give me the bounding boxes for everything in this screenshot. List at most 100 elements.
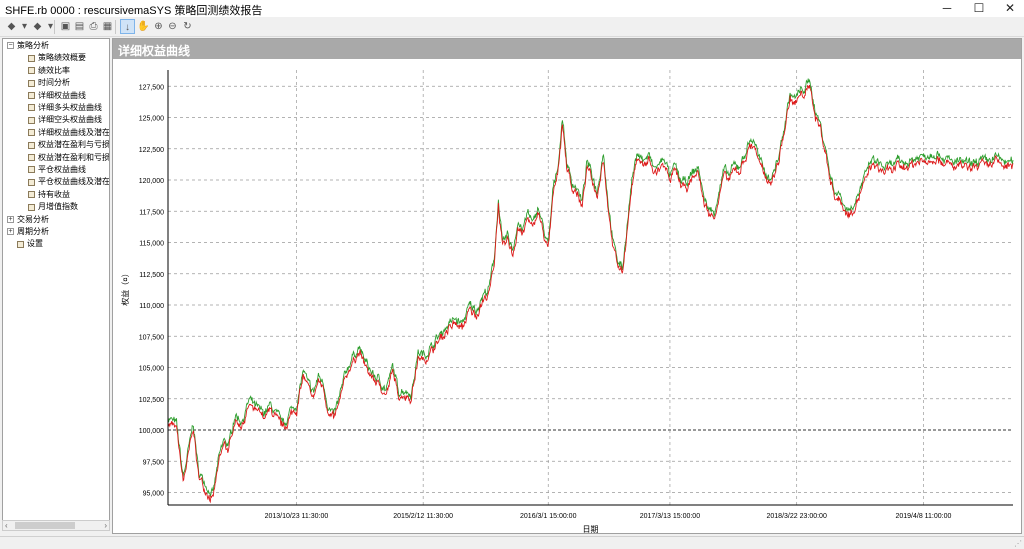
tree-item[interactable]: 详细多头权益曲线 <box>28 102 102 114</box>
hand-icon[interactable]: ✋ <box>137 21 150 32</box>
tree-item-label: 绩效比率 <box>38 65 70 75</box>
y-tick-label: 127,500 <box>139 84 164 91</box>
tree-item-label: 详细空头权益曲线 <box>38 115 102 125</box>
tree-item[interactable]: 时间分析 <box>28 77 70 89</box>
y-axis-label: 权益（¤） <box>120 269 130 305</box>
scroll-left-icon[interactable]: ‹ <box>5 521 8 530</box>
save-icon[interactable]: ▣ <box>60 21 71 32</box>
y-tick-label: 122,500 <box>139 147 164 154</box>
window-title: SHFE.rb 0000 : rescursivemaSYS 策略回测绩效报告 <box>5 5 263 17</box>
tree-item[interactable]: 详细权益曲线及潜在 <box>28 127 110 139</box>
tree-item-label: 策略分析 <box>17 41 49 50</box>
print-icon[interactable]: ⎙ <box>89 21 98 32</box>
tree-item-label: 交易分析 <box>17 214 49 224</box>
minimize-icon[interactable]: ─ <box>942 1 952 15</box>
tree-item[interactable]: 平仓权益曲线 <box>28 164 86 176</box>
tree-item[interactable]: 绩效比率 <box>28 65 70 77</box>
y-tick-label: 105,000 <box>139 366 164 373</box>
resize-grip-icon[interactable]: ⋰ <box>1014 539 1022 548</box>
report-page-icon <box>28 79 35 87</box>
x-tick-label: 2015/2/12 11:30:00 <box>393 513 453 520</box>
tree-horizontal-scrollbar[interactable]: ‹ › <box>2 520 110 531</box>
tree-item[interactable]: 权益潜在盈利和亏损 <box>28 152 110 164</box>
chevron-down-icon[interactable]: ▾ <box>47 21 54 32</box>
expand-icon[interactable]: + <box>7 228 14 236</box>
equity-series <box>167 78 1014 504</box>
y-axis-ticks: 95,000 97,500 100,000 102,500 105,000 107,500… <box>139 84 164 497</box>
tree-item-label: 详细权益曲线及潜在 <box>38 127 110 137</box>
x-axis-label: 日期 <box>583 525 599 534</box>
chart-panel: 详细权益曲线 95,000 97,500 100,000 102,500 105,000… <box>112 38 1022 534</box>
series-line-low <box>167 84 1014 504</box>
status-bar: ⋰ <box>0 536 1024 549</box>
report-page-icon <box>28 91 35 99</box>
tree-item-label: 持有收益 <box>38 189 70 199</box>
report-page-icon <box>28 104 35 112</box>
report-page-icon <box>28 166 35 174</box>
chevron-down-icon[interactable]: ▾ <box>21 21 28 32</box>
copy-icon[interactable]: ▤ <box>74 21 85 32</box>
toolbar: ◆ ▾ ◆ ▾ ▣ ▤ ⎙ ▦ ↓ ✋ ⊕ ⊖ ↻ <box>0 17 1024 37</box>
toolbar-separator <box>54 20 55 34</box>
arrow-right-icon[interactable]: ◆ <box>33 21 42 32</box>
cursor-icon[interactable]: ↓ <box>120 19 135 34</box>
expand-icon[interactable]: + <box>7 215 14 223</box>
tree-item[interactable]: 设置 <box>7 238 43 250</box>
y-tick-label: 110,000 <box>139 303 164 310</box>
tree-item[interactable]: − 策略分析 <box>7 40 49 52</box>
tree-item-label: 平仓权益曲线 <box>38 165 86 174</box>
equity-curve-chart[interactable]: 95,000 97,500 100,000 102,500 105,000 107,500… <box>113 60 1021 534</box>
tree-item-label: 设置 <box>27 239 43 249</box>
tree-item-label: 月增值指数 <box>38 202 78 212</box>
window-title-bar: SHFE.rb 0000 : rescursivemaSYS 策略回测绩效报告 … <box>0 0 1024 17</box>
y-tick-label: 112,500 <box>139 272 164 279</box>
tree-item[interactable]: 详细权益曲线 <box>28 90 86 102</box>
tree-item[interactable]: 策略绩效概要 <box>28 52 86 64</box>
series-line-high <box>167 78 1014 498</box>
report-navigation-tree: − 策略分析 策略绩效概要 绩效比率 时间分析 详细权益曲线 详细多头权益曲线 详细空头权益曲… <box>2 38 110 531</box>
tree-item[interactable]: + 交易分析 <box>7 214 49 226</box>
close-icon[interactable]: ✕ <box>1004 1 1016 15</box>
tree-item[interactable]: 平仓权益曲线及潜在 <box>28 176 110 188</box>
tree-item-label: 权益潜在盈利和亏损 <box>38 152 110 162</box>
y-tick-label: 100,000 <box>139 428 164 435</box>
scrollbar-thumb[interactable] <box>15 522 75 529</box>
y-tick-label: 97,500 <box>143 459 165 466</box>
scroll-right-icon[interactable]: › <box>104 521 107 530</box>
tree-item[interactable]: 详细空头权益曲线 <box>28 114 102 126</box>
tree-item-label: 周期分析 <box>17 227 49 236</box>
report-page-icon <box>17 240 24 248</box>
x-tick-label: 2017/3/13 15:00:00 <box>640 513 700 520</box>
tree-item-label: 平仓权益曲线及潜在 <box>38 177 110 187</box>
zoom-in-icon[interactable]: ⊕ <box>154 21 163 32</box>
x-tick-label: 2018/3/22 23:00:00 <box>767 513 827 520</box>
chart-grid <box>168 70 1013 505</box>
x-tick-label: 2016/3/1 15:00:00 <box>520 513 577 520</box>
zoom-out-icon[interactable]: ⊖ <box>168 21 177 32</box>
arrow-left-icon[interactable]: ◆ <box>7 21 16 32</box>
tree-item[interactable]: 月增值指数 <box>28 201 78 213</box>
y-tick-label: 117,500 <box>139 209 164 216</box>
report-page-icon <box>28 141 35 149</box>
x-axis-ticks: 2013/10/23 11:30:00 2015/2/12 11:30:00 201… <box>265 513 952 520</box>
toolbar-separator <box>115 20 116 34</box>
report-page-icon <box>28 67 35 75</box>
panel-header: 详细权益曲线 <box>113 39 1021 59</box>
x-tick-label: 2019/4/8 11:00:00 <box>895 513 951 520</box>
y-tick-label: 107,500 <box>139 334 164 341</box>
y-tick-label: 120,000 <box>139 178 164 185</box>
y-tick-label: 125,000 <box>139 116 164 123</box>
export-icon[interactable]: ▦ <box>102 21 113 32</box>
tree-item[interactable]: 权益潜在盈利与亏损 <box>28 139 109 151</box>
refresh-icon[interactable]: ↻ <box>183 21 192 32</box>
report-page-icon <box>28 191 35 199</box>
maximize-icon[interactable]: ☐ <box>973 1 985 15</box>
report-page-icon <box>28 178 35 186</box>
tree-item[interactable]: + 周期分析 <box>7 226 49 238</box>
y-tick-label: 115,000 <box>139 241 164 248</box>
report-page-icon <box>28 54 35 62</box>
collapse-icon[interactable]: − <box>7 42 14 50</box>
tree-item-label: 策略绩效概要 <box>38 53 86 63</box>
tree-item[interactable]: 持有收益 <box>28 189 70 201</box>
y-tick-label: 95,000 <box>143 491 165 498</box>
